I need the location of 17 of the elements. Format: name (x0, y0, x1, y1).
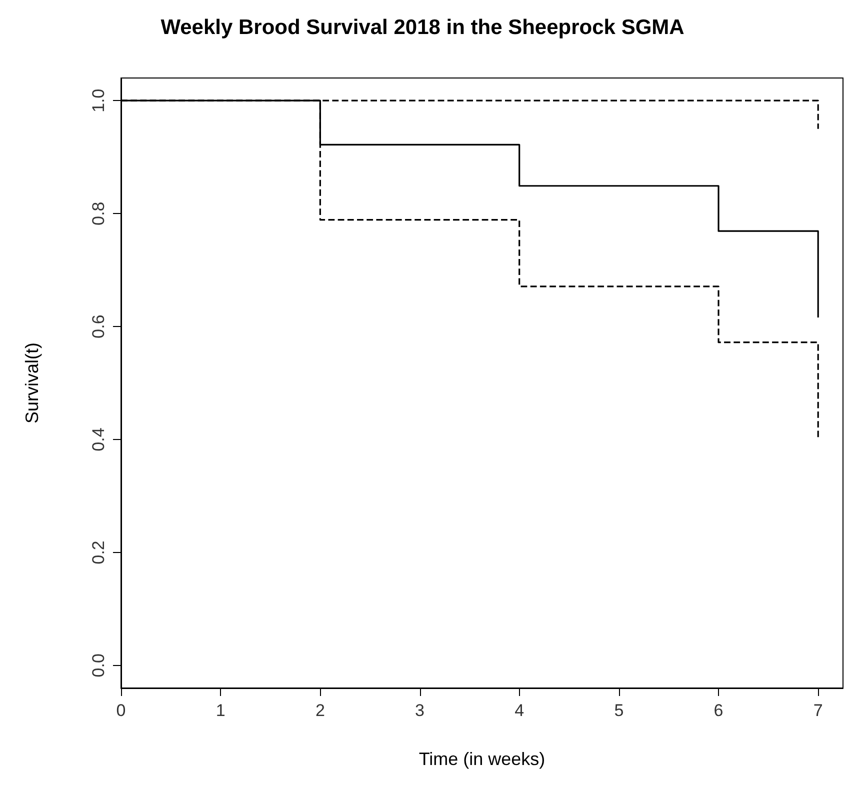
chart-title: Weekly Brood Survival 2018 in the Sheeprock SGMA (160, 16, 684, 39)
x-tick-label: 0 (116, 701, 126, 720)
x-tick-label: 4 (514, 701, 524, 720)
y-tick-label: 0.2 (89, 540, 108, 564)
x-axis-title: Time (in weeks) (418, 749, 546, 769)
y-tick-label: 0.4 (89, 428, 108, 452)
y-tick-label: 1.0 (89, 88, 108, 112)
x-tick-label: 3 (415, 701, 424, 720)
y-axis-title: Survival(t) (22, 342, 42, 424)
x-tick-label: 5 (614, 701, 624, 720)
x-tick-label: 6 (714, 701, 724, 720)
y-tick-label: 0.8 (89, 202, 108, 226)
x-tick-label: 7 (813, 701, 823, 720)
y-tick-label: 0.6 (89, 314, 108, 338)
x-tick-label: 1 (216, 701, 226, 720)
x-tick-label: 2 (315, 701, 325, 720)
y-tick-label: 0.0 (89, 654, 108, 678)
